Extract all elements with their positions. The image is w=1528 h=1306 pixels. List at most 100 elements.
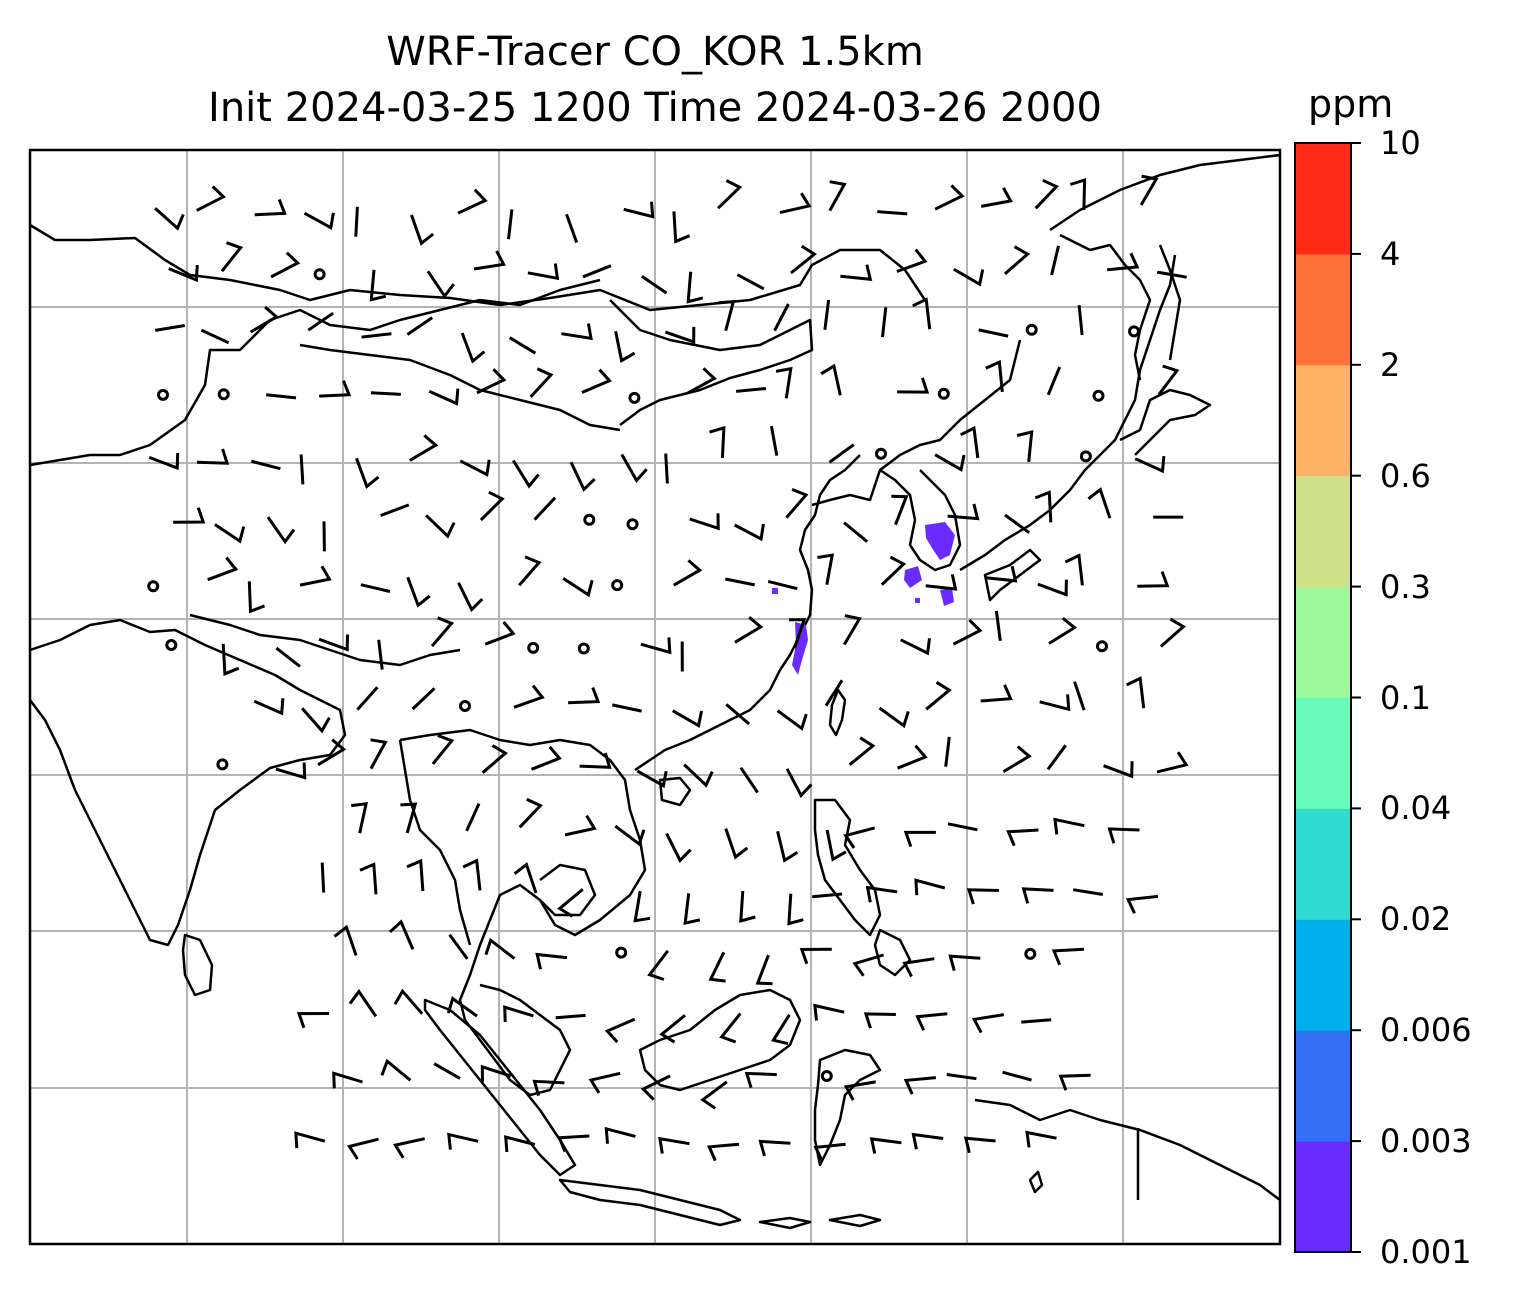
wind-barb <box>789 618 807 649</box>
colorbar-tick-label: 0.003 <box>1380 1122 1472 1161</box>
wind-barb <box>249 305 280 334</box>
wind-barb <box>1004 245 1031 276</box>
wind-barb <box>734 616 764 644</box>
wind-barb <box>380 503 410 517</box>
wind-barb <box>154 207 185 231</box>
wind-barb <box>1021 887 1054 904</box>
wind-barb <box>1073 681 1086 711</box>
wind-barb <box>725 577 755 587</box>
wind-barb <box>719 1012 742 1044</box>
wind-barb <box>880 555 907 586</box>
wind-barb <box>700 1080 728 1110</box>
wind-barb <box>1156 751 1189 774</box>
wind-barb <box>953 267 985 287</box>
wind-barb <box>1021 1018 1052 1024</box>
wind-barb <box>820 363 842 396</box>
wind-barb <box>428 388 460 406</box>
wind-barb <box>457 188 488 215</box>
wind-barb <box>1048 617 1078 645</box>
wind-barb <box>430 616 455 648</box>
wind-barb <box>812 892 843 899</box>
wind-barb <box>433 1062 461 1080</box>
wind-barb <box>1002 745 1032 773</box>
wind-barb <box>319 380 352 398</box>
wind-barb <box>354 206 359 237</box>
wind-barb <box>1039 694 1071 712</box>
wind-barb <box>896 744 928 770</box>
wind-barb <box>457 582 484 613</box>
wind-barb <box>673 559 703 587</box>
wind-barb <box>828 443 855 464</box>
wind-barb <box>318 634 349 652</box>
wind-barb <box>355 457 380 489</box>
wind-barb <box>300 707 331 734</box>
wind-barb <box>985 565 1018 583</box>
wind-barb <box>503 1005 534 1023</box>
colorbar-segment <box>1295 808 1351 920</box>
colorbar-frame <box>1294 142 1352 1253</box>
wind-barb <box>1034 178 1059 210</box>
wind-barb <box>476 368 507 395</box>
wind-barb <box>971 1013 1005 1034</box>
wind-barb <box>633 890 651 923</box>
wind-barb <box>664 326 696 345</box>
wind-barb <box>200 328 230 345</box>
wind-barb <box>479 490 505 522</box>
calm-wind-marker <box>1079 450 1092 463</box>
wind-barb <box>767 579 798 591</box>
wind-barb <box>562 577 594 598</box>
wind-barb <box>254 198 287 217</box>
wind-barb <box>843 826 876 849</box>
wind-barb <box>1077 304 1084 336</box>
wind-barb <box>687 367 717 395</box>
wind-barb <box>1072 888 1104 896</box>
wind-barb <box>911 1132 944 1150</box>
wind-barb <box>564 814 597 837</box>
wind-barb <box>431 734 455 765</box>
wind-barb <box>448 933 469 960</box>
wind-barb <box>1064 553 1084 586</box>
wind-barb <box>530 745 562 771</box>
wind-barb <box>1002 1070 1032 1082</box>
wind-barb <box>946 1073 977 1081</box>
calm-wind-marker <box>217 388 230 401</box>
calm-wind-marker <box>165 639 178 651</box>
wind-barb <box>518 555 542 587</box>
wind-barb <box>1050 245 1060 276</box>
wind-barb <box>902 957 935 978</box>
wind-barb <box>446 996 478 1018</box>
colorbar-segment <box>1295 919 1351 1031</box>
wind-barb <box>1069 177 1087 211</box>
wind-barb <box>1037 579 1068 597</box>
wind-barb <box>903 830 936 848</box>
colorbar <box>1295 142 1361 1253</box>
wind-barb <box>220 241 244 273</box>
wind-barb <box>758 1139 791 1157</box>
wind-barb <box>717 179 743 210</box>
calm-wind-marker <box>1096 640 1108 653</box>
wind-barb <box>507 209 514 240</box>
wind-barb <box>148 452 180 471</box>
colorbar-tick-label: 0.02 <box>1380 900 1452 939</box>
wind-barb <box>270 251 301 279</box>
wind-barb <box>504 1135 536 1153</box>
wind-barb <box>959 425 980 459</box>
wind-barb <box>462 858 482 891</box>
colorbar-segment <box>1295 475 1351 588</box>
wind-barb <box>168 264 199 283</box>
wind-barb <box>561 323 593 341</box>
wind-barb <box>425 514 456 539</box>
wind-barb <box>581 368 613 394</box>
wind-barb <box>640 637 672 655</box>
wind-barb <box>221 643 240 676</box>
colorbar-tick-label: 0.001 <box>1380 1233 1472 1271</box>
colorbar-segment <box>1295 1030 1351 1142</box>
wind-barb <box>709 425 726 458</box>
wind-barb <box>843 1080 876 1101</box>
wind-barb <box>925 574 958 591</box>
wind-barb <box>611 703 642 713</box>
wind-barb <box>250 459 281 471</box>
wind-barb <box>683 893 701 926</box>
colorbar-segment <box>1295 364 1351 477</box>
